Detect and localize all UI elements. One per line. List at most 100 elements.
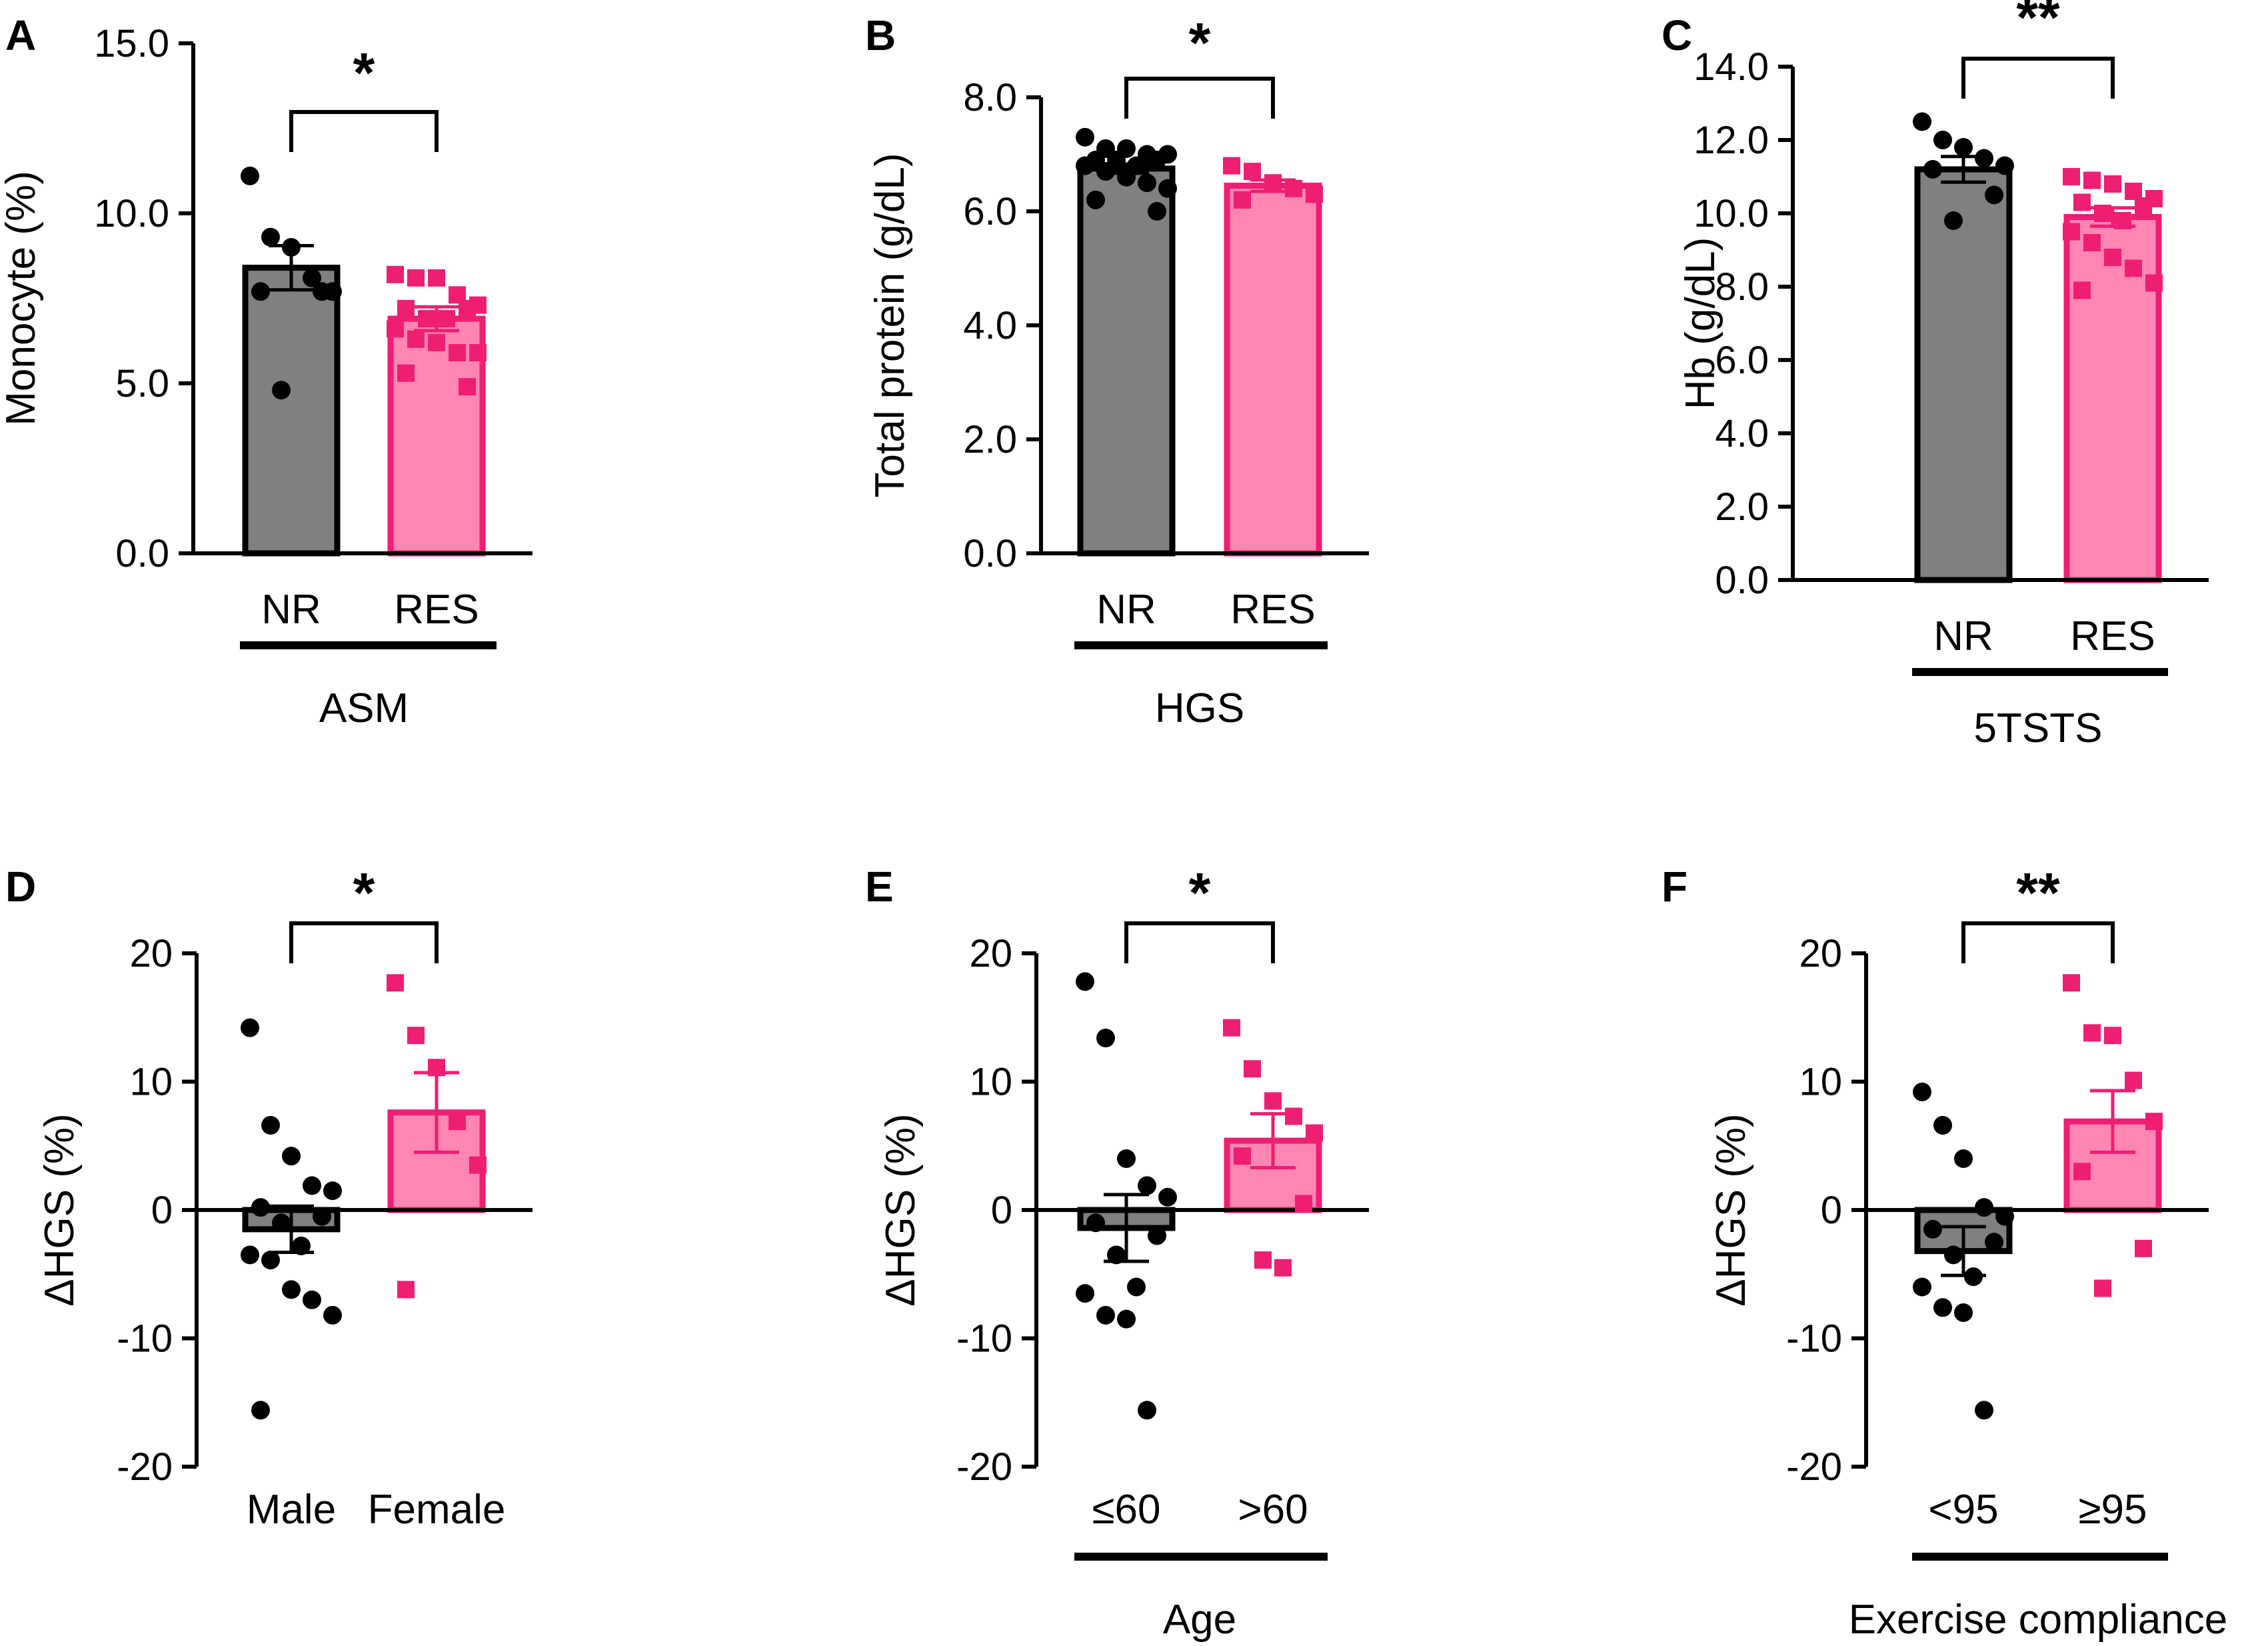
y-tick-label: 8.0 [1715, 265, 1769, 309]
data-point-nr [1076, 127, 1094, 147]
data-point-res [387, 265, 404, 283]
data-point-nr [1944, 211, 1963, 230]
data-point-nr [1076, 156, 1094, 175]
data-point-nr [1158, 1187, 1177, 1207]
panel-letter: C [1662, 11, 1692, 59]
data-point-nr [1127, 1277, 1146, 1297]
panel-b: B Total protein (g/dL) 0.0 2.0 4.0 6.0 8.0 * NR R… [865, 11, 1369, 731]
data-point-nr [282, 1147, 301, 1166]
data-point-nr [313, 1207, 331, 1226]
x-category-label: ≤60 [1092, 1487, 1161, 1533]
significance-marker: ** [2016, 861, 2060, 924]
data-point-res [1234, 191, 1251, 209]
bar-nr [1077, 165, 1176, 557]
data-point-res [1285, 179, 1302, 197]
panel-f: F ΔHGS (%) -20 -10 0 10 20 ** <95 ≥95 Exercise com… [1662, 861, 2227, 1643]
panel-d: D ΔHGS (%) -20 -10 0 10 20 * Male Female [5, 861, 533, 1533]
y-tick-label: 6.0 [1715, 339, 1769, 382]
data-point-nr [313, 282, 331, 301]
data-point-res [459, 378, 476, 396]
data-point-nr [1076, 972, 1094, 991]
data-point-nr [1158, 179, 1177, 198]
data-point-nr [251, 282, 270, 301]
data-point-res [428, 333, 445, 351]
bar-res [387, 315, 486, 557]
data-point-res [397, 299, 415, 317]
data-point-nr [1933, 1115, 1952, 1135]
panel-letter: E [865, 863, 894, 911]
y-tick-label: 20 [1799, 932, 1842, 975]
data-point-nr [303, 1290, 321, 1309]
data-point-nr [303, 268, 321, 287]
data-point-nr [241, 1018, 259, 1037]
data-point-res [2145, 274, 2163, 292]
group-label: Exercise compliance [1849, 1597, 2228, 1643]
panel-letter: A [5, 11, 36, 59]
data-point-res [2104, 249, 2121, 266]
data-point-res [2125, 1071, 2142, 1089]
data-point-nr [1086, 190, 1105, 209]
data-point-res [459, 299, 476, 317]
data-point-nr [261, 227, 280, 247]
data-point-nr [1975, 149, 1993, 168]
y-tick-label: 10 [1799, 1061, 1842, 1104]
data-point-nr [1933, 131, 1952, 149]
y-tick-label: -20 [117, 1445, 173, 1489]
data-point-nr [1117, 1149, 1136, 1168]
y-axis-title: ΔHGS (%) [878, 1113, 924, 1306]
y-tick-label: 10.0 [94, 192, 169, 235]
data-point-res [387, 320, 404, 338]
data-point-nr [1995, 1207, 2014, 1226]
y-tick-label: 20 [129, 932, 173, 975]
data-point-res [438, 310, 455, 328]
data-point-nr [1913, 1277, 1931, 1297]
data-point-nr [1923, 1219, 1942, 1239]
y-tick-label: 4.0 [1715, 412, 1769, 455]
group-label: Age [1163, 1597, 1236, 1643]
data-point-nr [1096, 1029, 1115, 1048]
x-category-label: >60 [1238, 1487, 1308, 1533]
data-point-res [469, 1156, 487, 1174]
significance-marker: * [1189, 11, 1211, 74]
x-category-label: Male [247, 1487, 336, 1533]
significance-marker: * [353, 861, 375, 924]
data-point-res [2145, 1113, 2163, 1131]
panel-c: C Hb (g/dL) 0.0 2.0 4.0 6.0 8.0 10.0 12.0 14.0 ** N… [1662, 0, 2209, 751]
data-point-nr [1076, 1284, 1094, 1303]
data-point-res [2083, 234, 2101, 251]
data-point-nr [1923, 160, 1942, 179]
data-point-nr [272, 1213, 291, 1233]
y-tick-label: 20 [969, 932, 1012, 975]
y-axis-title: Total protein (g/dL) [867, 153, 913, 498]
y-tick-label: 2.0 [1715, 485, 1769, 529]
significance-bracket [1124, 921, 1275, 963]
y-tick-label: 0 [151, 1189, 173, 1232]
x-category-label: RES [1230, 587, 1315, 633]
y-tick-label: 0.0 [115, 532, 169, 575]
bar-res [1224, 183, 1322, 557]
data-point-res [2073, 281, 2091, 299]
data-point-res [407, 269, 425, 287]
significance-bracket [1124, 77, 1275, 119]
data-point-res [2125, 259, 2142, 277]
x-category-label: NR [1933, 613, 1993, 659]
data-point-res [2073, 1163, 2091, 1181]
data-point-res [2135, 1239, 2152, 1257]
bar-nr [242, 265, 341, 557]
data-point-nr [1086, 1213, 1105, 1233]
y-tick-label: 14.0 [1694, 45, 1769, 89]
data-point-nr [1975, 1401, 1993, 1420]
data-point-res [1244, 163, 1261, 181]
y-axis-title: Hb (g/dL) [1678, 237, 1723, 409]
data-point-nr [323, 1181, 342, 1201]
data-point-nr [251, 1401, 270, 1420]
x-category-label: RES [2070, 613, 2155, 659]
data-point-res [387, 974, 404, 992]
data-point-nr [1096, 162, 1115, 181]
data-point-res [2063, 168, 2080, 185]
data-point-res [2063, 974, 2080, 992]
data-point-nr [1954, 1303, 1973, 1322]
data-point-nr [1913, 112, 1931, 131]
x-category-label: Female [368, 1487, 506, 1533]
